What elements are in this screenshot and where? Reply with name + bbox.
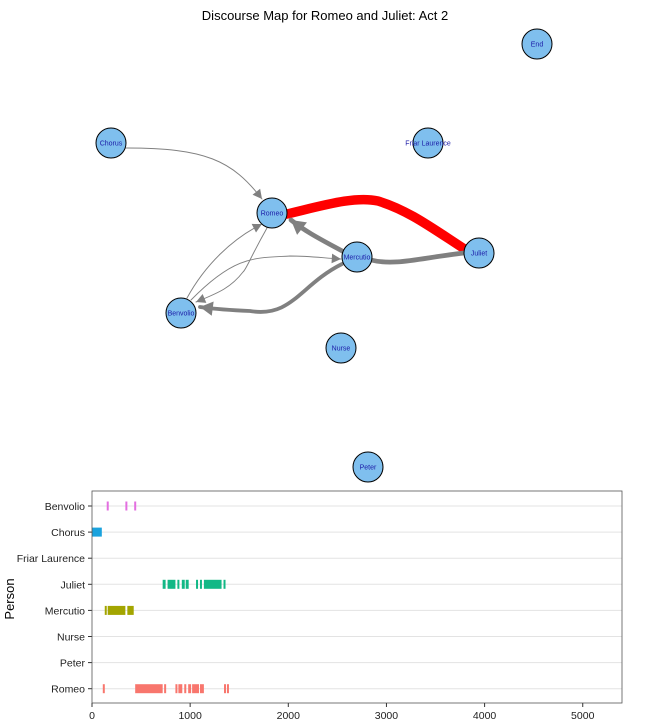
bar-juliet — [196, 579, 199, 589]
bar-romeo — [102, 684, 105, 694]
x-tick-label: 1000 — [178, 710, 202, 722]
node-peter: Peter — [352, 451, 384, 483]
edge-arrowhead — [200, 301, 214, 316]
bar-juliet — [177, 579, 180, 589]
edge-arrowhead — [291, 220, 307, 235]
bar-romeo — [192, 684, 199, 694]
bar-romeo — [178, 684, 183, 694]
edge-mercutio-to-benvolio — [198, 262, 344, 316]
node-label: Peter — [360, 465, 377, 472]
y-tick-label: Romeo — [51, 684, 85, 696]
bar-romeo — [135, 684, 163, 694]
edge-juliet-to-mercutio — [368, 250, 467, 265]
node-romeo: Romeo — [256, 197, 288, 229]
x-tick-label: 5000 — [571, 710, 595, 722]
node-nurse: Nurse — [325, 332, 357, 364]
edge-arrowhead — [331, 253, 341, 264]
edge-arrowhead — [196, 294, 207, 303]
node-label: Benvolio — [168, 311, 195, 318]
y-tick-label: Juliet — [60, 579, 85, 591]
node-friar-laurence: Friar Laurence — [405, 127, 451, 159]
node-label: Mercutio — [344, 255, 371, 262]
bar-juliet — [223, 579, 226, 589]
y-tick-label: Benvolio — [45, 501, 85, 513]
edge-arrowhead — [252, 188, 262, 199]
network-graph: Chorus Romeo Mercutio Juliet Benvolio Nurse Fr… — [95, 28, 553, 483]
x-tick-label: 0 — [89, 710, 95, 722]
y-tick-label: Chorus — [51, 527, 85, 539]
bar-juliet — [162, 579, 166, 589]
network-title: Discourse Map for Romeo and Juliet: Act … — [202, 8, 448, 23]
edge-benvolio-to-mercutio — [190, 253, 342, 301]
bar-mercutio — [107, 605, 126, 615]
gantt-frame — [91, 490, 623, 704]
bar-romeo — [164, 684, 167, 694]
gantt-y-axis-label: Person — [2, 578, 17, 619]
bar-romeo — [175, 684, 178, 694]
node-end: End — [521, 28, 553, 60]
bar-romeo — [199, 684, 204, 694]
edge-romeo-to-juliet — [282, 194, 471, 255]
bar-juliet — [181, 579, 185, 589]
bar-juliet — [185, 579, 189, 589]
node-label: Friar Laurence — [405, 141, 451, 148]
bar-mercutio — [104, 605, 107, 615]
node-label: Romeo — [261, 211, 284, 218]
node-label: Chorus — [100, 141, 123, 148]
bar-mercutio — [127, 605, 134, 615]
bar-benvolio — [106, 501, 109, 511]
gantt-chart: Benvolio Chorus Friar Laurence Juliet Mercut… — [17, 490, 623, 722]
bar-romeo — [226, 684, 229, 694]
bar-romeo — [188, 684, 192, 694]
bar-juliet — [203, 579, 222, 589]
bar-juliet — [199, 579, 202, 589]
edge-chorus-to-romeo — [125, 147, 263, 200]
y-tick-label: Friar Laurence — [17, 553, 85, 565]
y-tick-label: Mercutio — [45, 605, 85, 617]
edge-arrowhead — [251, 223, 262, 233]
node-label: Nurse — [332, 346, 351, 353]
bar-benvolio — [134, 501, 137, 511]
node-label: End — [531, 42, 544, 49]
node-chorus: Chorus — [95, 127, 127, 159]
y-tick-label: Nurse — [57, 632, 85, 644]
gantt-panel — [92, 491, 622, 703]
bar-juliet — [167, 579, 176, 589]
bar-romeo — [184, 684, 187, 694]
bar-chorus — [92, 527, 102, 537]
node-mercutio: Mercutio — [341, 241, 373, 273]
node-label: Juliet — [471, 251, 487, 258]
node-juliet: Juliet — [463, 237, 495, 269]
bar-romeo — [224, 684, 227, 694]
bar-benvolio — [125, 501, 128, 511]
edge-benvolio-to-romeo — [186, 223, 263, 299]
x-tick-label: 2000 — [277, 710, 301, 722]
edge-mercutio-to-romeo — [288, 217, 347, 255]
y-tick-label: Peter — [60, 658, 86, 670]
x-tick-label: 3000 — [375, 710, 399, 722]
edge-romeo-to-benvolio — [195, 227, 268, 303]
x-tick-label: 4000 — [473, 710, 497, 722]
node-benvolio: Benvolio — [165, 297, 197, 329]
